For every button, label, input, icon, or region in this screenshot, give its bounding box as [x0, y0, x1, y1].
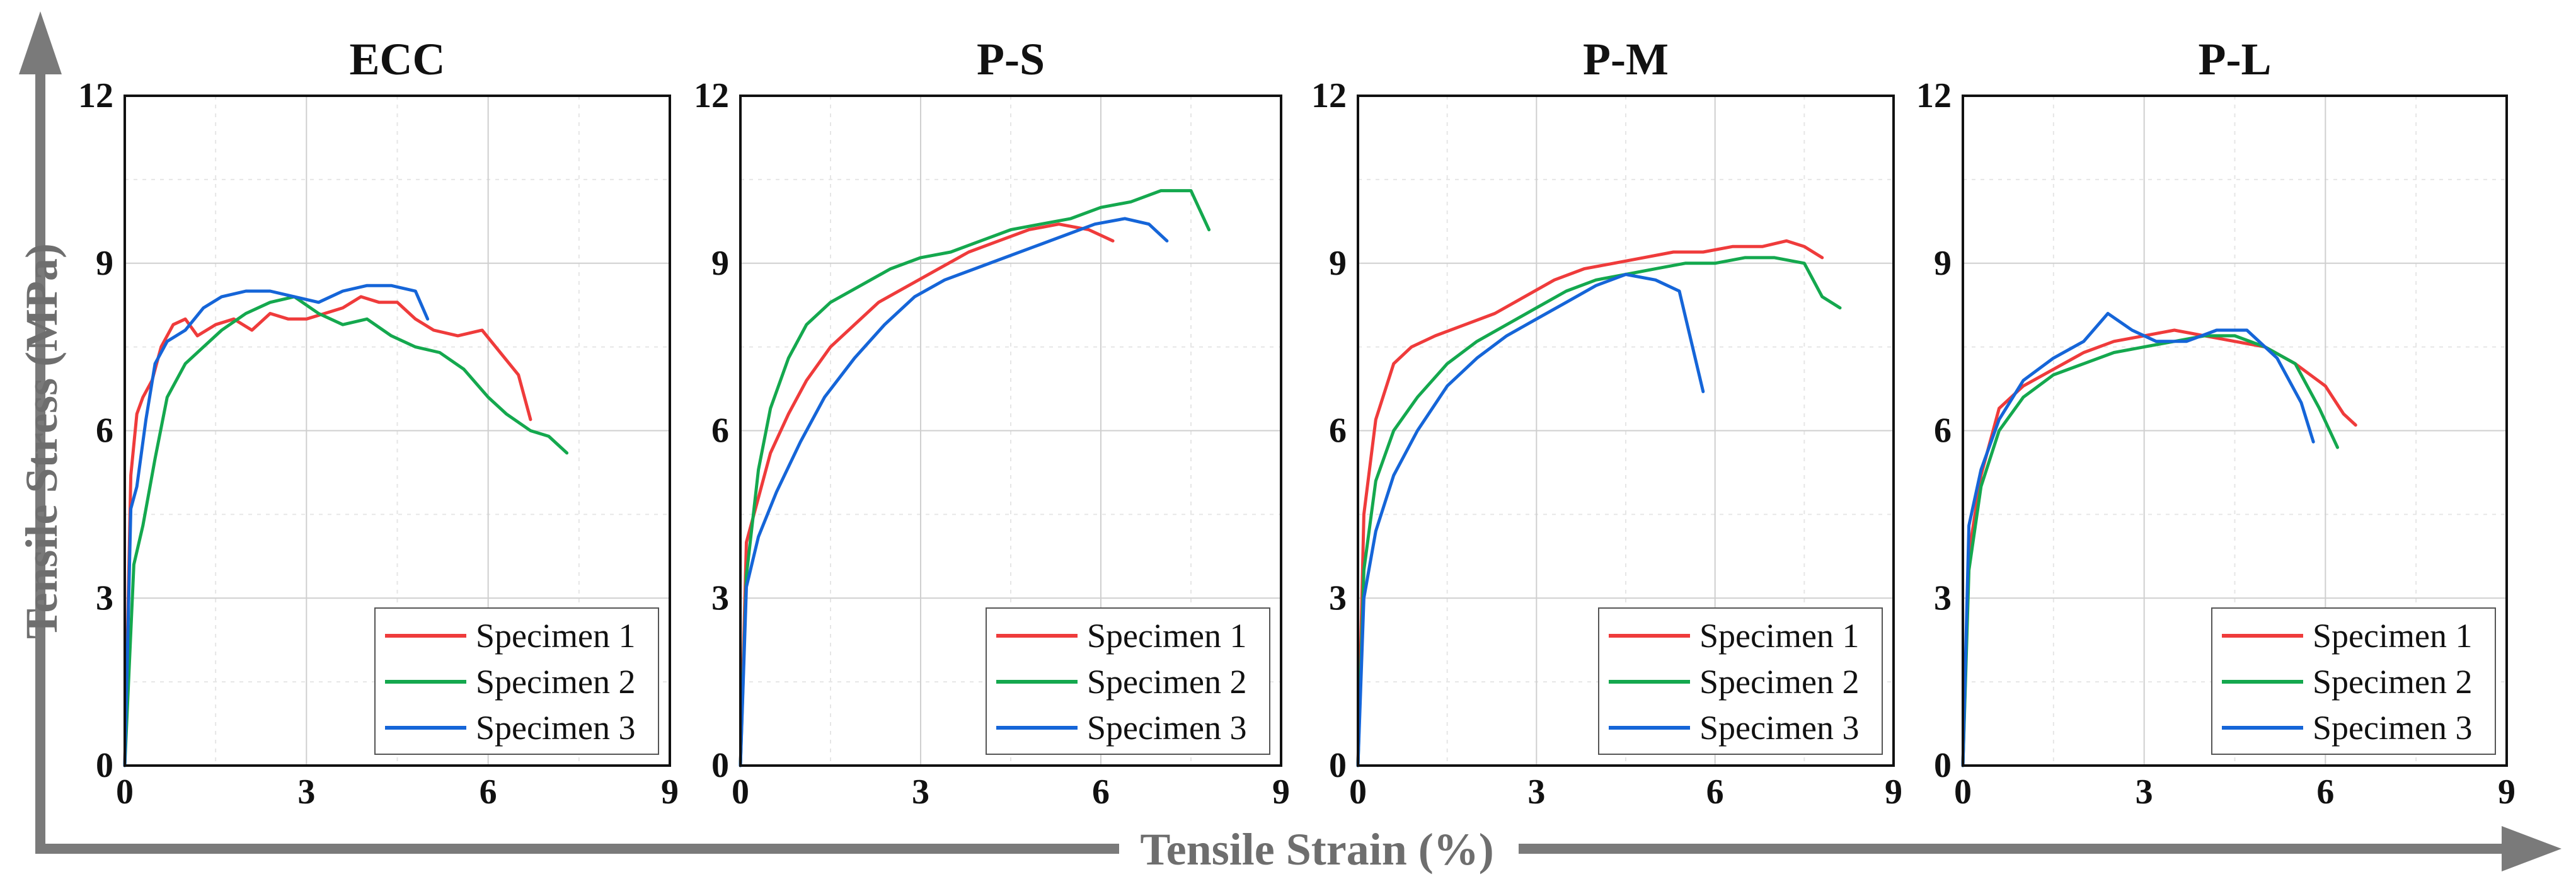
plot-frame — [124, 95, 671, 767]
y-tick-label: 6 — [1329, 411, 1347, 451]
series-line-specimen-3 — [739, 217, 1169, 767]
y-tick-label: 9 — [1329, 244, 1347, 283]
series-line-specimen-1 — [1356, 239, 1824, 767]
legend-label: Specimen 1 — [1699, 617, 1859, 655]
x-tick-label: 3 — [2136, 773, 2153, 812]
x-arrow-shaft-right — [1519, 844, 2508, 854]
legend-box — [2211, 607, 2496, 755]
legend-label: Specimen 3 — [1087, 709, 1246, 747]
series-line-specimen-3 — [123, 284, 430, 767]
series-line-specimen-2 — [123, 295, 569, 767]
legend-label: Specimen 3 — [2313, 709, 2472, 747]
series-line-specimen-1 — [739, 222, 1115, 767]
x-tick-label: 0 — [1954, 773, 1972, 812]
y-tick-label: 3 — [1329, 578, 1347, 617]
legend-label: Specimen 1 — [1087, 617, 1246, 655]
y-tick-label: 9 — [96, 244, 113, 283]
y-tick-label: 6 — [96, 411, 113, 451]
panel-title: P-M — [1583, 34, 1669, 84]
legend: Specimen 1 Specimen 2 Specimen 3 — [374, 607, 659, 755]
y-axis-title: Tensile Stress (MPa) — [16, 243, 67, 639]
x-tick-label: 3 — [912, 773, 929, 812]
series-line-specimen-2 — [739, 189, 1211, 767]
legend-label: Specimen 3 — [476, 709, 635, 747]
y-tick-label: 0 — [96, 746, 113, 785]
x-tick-label: 0 — [1349, 773, 1367, 812]
legend-label: Specimen 2 — [2313, 663, 2472, 701]
legend-box — [374, 607, 659, 755]
y-tick-label: 6 — [1934, 411, 1952, 451]
plot-frame — [739, 95, 1282, 767]
y-tick-label: 3 — [96, 578, 113, 617]
y-tick-label: 9 — [1934, 244, 1952, 283]
x-tick-label: 3 — [297, 773, 315, 812]
y-arrow-shaft — [35, 69, 45, 854]
y-axis-arrow — [19, 11, 62, 854]
legend-label: Specimen 2 — [1699, 663, 1859, 701]
legend-label: Specimen 1 — [476, 617, 635, 655]
panel-title: P-S — [977, 34, 1045, 84]
panel-title: P-L — [2199, 34, 2272, 84]
y-tick-label: 12 — [1916, 76, 1952, 115]
legend-label: Specimen 3 — [1699, 709, 1859, 747]
legend-label: Specimen 1 — [2313, 617, 2472, 655]
legend: Specimen 1 Specimen 2 Specimen 3 — [986, 607, 1270, 755]
series-line-specimen-2 — [1961, 334, 2339, 767]
x-tick-label: 9 — [1272, 773, 1290, 812]
y-tick-label: 12 — [78, 76, 113, 115]
legend-label: Specimen 2 — [1087, 663, 1246, 701]
y-tick-label: 12 — [694, 76, 729, 115]
y-tick-label: 0 — [1934, 746, 1952, 785]
x-tick-label: 9 — [2498, 773, 2516, 812]
x-tick-label: 9 — [1885, 773, 1902, 812]
x-axis-arrow — [35, 826, 2562, 871]
y-arrow-head — [19, 11, 62, 74]
y-tick-label: 9 — [711, 244, 729, 283]
y-tick-label: 0 — [1329, 746, 1347, 785]
series-line-specimen-3 — [1961, 312, 2315, 767]
x-arrow-head — [2502, 826, 2562, 871]
x-arrow-shaft-left — [35, 844, 1119, 854]
legend: Specimen 1 Specimen 2 Specimen 3 — [1598, 607, 1883, 755]
x-tick-label: 6 — [480, 773, 497, 812]
x-tick-label: 6 — [1706, 773, 1724, 812]
y-tick-label: 3 — [711, 578, 729, 617]
x-tick-label: 6 — [1092, 773, 1110, 812]
series-line-specimen-3 — [1356, 273, 1705, 767]
x-tick-label: 3 — [1527, 773, 1545, 812]
y-tick-label: 6 — [711, 411, 729, 451]
panel-title: ECC — [349, 34, 445, 84]
y-tick-label: 3 — [1934, 578, 1952, 617]
plot-frame — [1357, 95, 1895, 767]
x-axis-title: Tensile Strain (%) — [1140, 824, 1493, 875]
y-tick-label: 12 — [1311, 76, 1347, 115]
legend-label: Specimen 2 — [476, 663, 635, 701]
plot-frame — [1962, 95, 2508, 767]
x-tick-label: 6 — [2316, 773, 2334, 812]
series-line-specimen-2 — [1356, 256, 1842, 767]
y-tick-label: 0 — [711, 746, 729, 785]
x-tick-label: 0 — [116, 773, 134, 812]
x-tick-label: 0 — [732, 773, 749, 812]
legend: Specimen 1 Specimen 2 Specimen 3 — [2211, 607, 2496, 755]
x-tick-label: 9 — [661, 773, 679, 812]
